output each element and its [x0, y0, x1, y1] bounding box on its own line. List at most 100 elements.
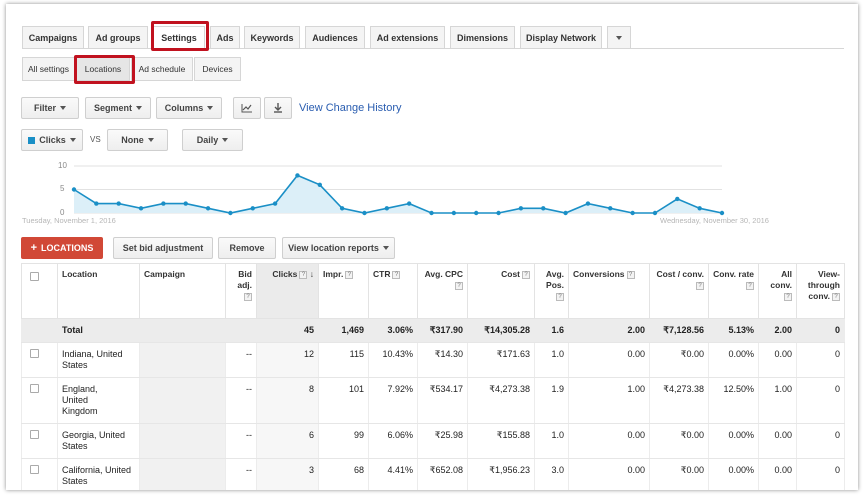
- download-button[interactable]: [264, 97, 292, 119]
- add-locations-button[interactable]: + LOCATIONS: [21, 237, 103, 259]
- row-checkbox[interactable]: [30, 465, 39, 474]
- col-conv-rate-label: Conv. rate: [713, 269, 754, 279]
- all-conv-cell: 0.00: [758, 458, 797, 490]
- col-campaign[interactable]: Campaign: [139, 263, 226, 319]
- row-checkbox[interactable]: [30, 384, 39, 393]
- segment-button[interactable]: Segment: [85, 97, 151, 119]
- location-cell[interactable]: Georgia, United States: [57, 423, 140, 459]
- subtab-devices[interactable]: Devices: [194, 57, 241, 81]
- tab-audiences[interactable]: Audiences: [305, 26, 365, 48]
- metric2-select[interactable]: None: [107, 129, 168, 151]
- view-through-cell: 0: [796, 423, 845, 459]
- metric1-select[interactable]: Clicks: [21, 129, 83, 151]
- tab-display-network[interactable]: Display Network: [520, 26, 602, 48]
- row-checkbox[interactable]: [30, 430, 39, 439]
- location-cell[interactable]: England, United Kingdom: [57, 377, 140, 424]
- view-location-reports-button[interactable]: View location reports: [282, 237, 395, 259]
- all-conv-cell: 0.00: [758, 423, 797, 459]
- x-start-label: Tuesday, November 1, 2016: [22, 216, 116, 225]
- col-conversions-label: Conversions: [573, 269, 625, 279]
- help-icon[interactable]: ?: [455, 281, 463, 290]
- help-icon[interactable]: ?: [299, 270, 308, 279]
- clicks-point: [138, 206, 144, 211]
- avg-pos-cell: 1.0: [534, 342, 569, 378]
- col-avg-cpc[interactable]: Avg. CPC?: [417, 263, 468, 319]
- x-end-label: Wednesday, November 30, 2016: [660, 216, 769, 225]
- filter-button[interactable]: Filter: [21, 97, 79, 119]
- row-checkbox[interactable]: [30, 349, 39, 358]
- select-all-cell[interactable]: [21, 263, 58, 319]
- col-impr[interactable]: Impr.?: [318, 263, 369, 319]
- total-ctr: 3.06%: [368, 318, 418, 343]
- clicks-area: [74, 175, 722, 213]
- help-icon[interactable]: ?: [626, 270, 635, 279]
- tab-ads[interactable]: Ads: [210, 26, 240, 48]
- remove-button[interactable]: Remove: [218, 237, 276, 259]
- col-avg-cpc-label: Avg. CPC: [424, 269, 463, 279]
- col-clicks[interactable]: Clicks? ↓: [256, 263, 319, 319]
- help-icon[interactable]: ?: [746, 281, 754, 290]
- clicks-cell: 3: [256, 458, 319, 490]
- col-avg-pos[interactable]: Avg. Pos.?: [534, 263, 569, 319]
- tab-ad-extensions[interactable]: Ad extensions: [370, 26, 445, 48]
- total-label: Total: [57, 318, 140, 343]
- select-all-checkbox[interactable]: [30, 272, 39, 281]
- col-view-through[interactable]: View-through conv.?: [796, 263, 845, 319]
- download-icon: [274, 103, 282, 113]
- total-avg-pos: 1.6: [534, 318, 569, 343]
- locations-table: Location Campaign Bid adj.? Clicks? ↓ Im…: [21, 263, 845, 490]
- location-cell[interactable]: California, United States: [57, 458, 140, 490]
- view-change-history-link[interactable]: View Change History: [299, 102, 402, 114]
- col-all-conv[interactable]: All conv.?: [758, 263, 797, 319]
- tab-campaigns[interactable]: Campaigns: [22, 26, 84, 48]
- col-conv-rate[interactable]: Conv. rate?: [708, 263, 759, 319]
- clicks-point: [161, 201, 166, 206]
- col-conversions[interactable]: Conversions?: [568, 263, 650, 319]
- col-bid-adj-label: Bid adj.: [237, 269, 252, 290]
- col-cost-label: Cost: [501, 269, 520, 279]
- chart-toggle-button[interactable]: [233, 97, 261, 119]
- col-cost-conv[interactable]: Cost / conv.?: [649, 263, 709, 319]
- col-ctr[interactable]: CTR?: [368, 263, 418, 319]
- bid-adj-cell[interactable]: --: [225, 342, 257, 378]
- help-icon[interactable]: ?: [392, 270, 401, 279]
- col-location[interactable]: Location: [57, 263, 140, 319]
- clicks-cell: 6: [256, 423, 319, 459]
- help-icon[interactable]: ?: [832, 292, 840, 301]
- help-icon[interactable]: ?: [556, 292, 564, 301]
- columns-button[interactable]: Columns: [156, 97, 222, 119]
- bid-adj-cell[interactable]: --: [225, 423, 257, 459]
- clicks-point: [518, 206, 524, 211]
- period-select[interactable]: Daily: [182, 129, 243, 151]
- tab-keywords[interactable]: Keywords: [244, 26, 300, 48]
- table-row: California, United States -- 3 68 4.41% …: [21, 458, 845, 490]
- tab-ad-groups[interactable]: Ad groups: [88, 26, 148, 48]
- help-icon[interactable]: ?: [522, 270, 530, 279]
- plus-icon: +: [30, 241, 38, 254]
- clicks-point: [719, 210, 725, 216]
- campaign-cell: [139, 377, 226, 424]
- help-icon[interactable]: ?: [244, 292, 252, 301]
- subtab-locations[interactable]: Locations: [76, 57, 130, 81]
- location-cell[interactable]: Indiana, United States: [57, 342, 140, 378]
- subtab-all-settings[interactable]: All settings: [22, 57, 75, 81]
- col-bid-adj[interactable]: Bid adj.?: [225, 263, 257, 319]
- chevron-down-icon: [136, 106, 142, 110]
- help-icon[interactable]: ?: [345, 270, 354, 279]
- col-cost[interactable]: Cost?: [467, 263, 535, 319]
- campaign-cell: [139, 342, 226, 378]
- bid-adj-cell[interactable]: --: [225, 458, 257, 490]
- conv-rate-cell: 0.00%: [708, 423, 759, 459]
- help-icon[interactable]: ?: [784, 292, 792, 301]
- table-header-row: Location Campaign Bid adj.? Clicks? ↓ Im…: [21, 263, 845, 319]
- bid-adj-cell[interactable]: --: [225, 377, 257, 424]
- help-icon[interactable]: ?: [696, 281, 704, 290]
- set-bid-adjustment-button[interactable]: Set bid adjustment: [113, 237, 213, 259]
- tab-dimensions[interactable]: Dimensions: [450, 26, 515, 48]
- avg-cpc-cell: ₹25.98: [417, 423, 468, 459]
- total-all-conv: 2.00: [758, 318, 797, 343]
- tab-settings[interactable]: Settings: [153, 26, 205, 48]
- table-row: England, United Kingdom -- 8 101 7.92% ₹…: [21, 377, 845, 424]
- subtab-ad-schedule[interactable]: Ad schedule: [131, 57, 193, 81]
- more-tabs-button[interactable]: [607, 26, 631, 48]
